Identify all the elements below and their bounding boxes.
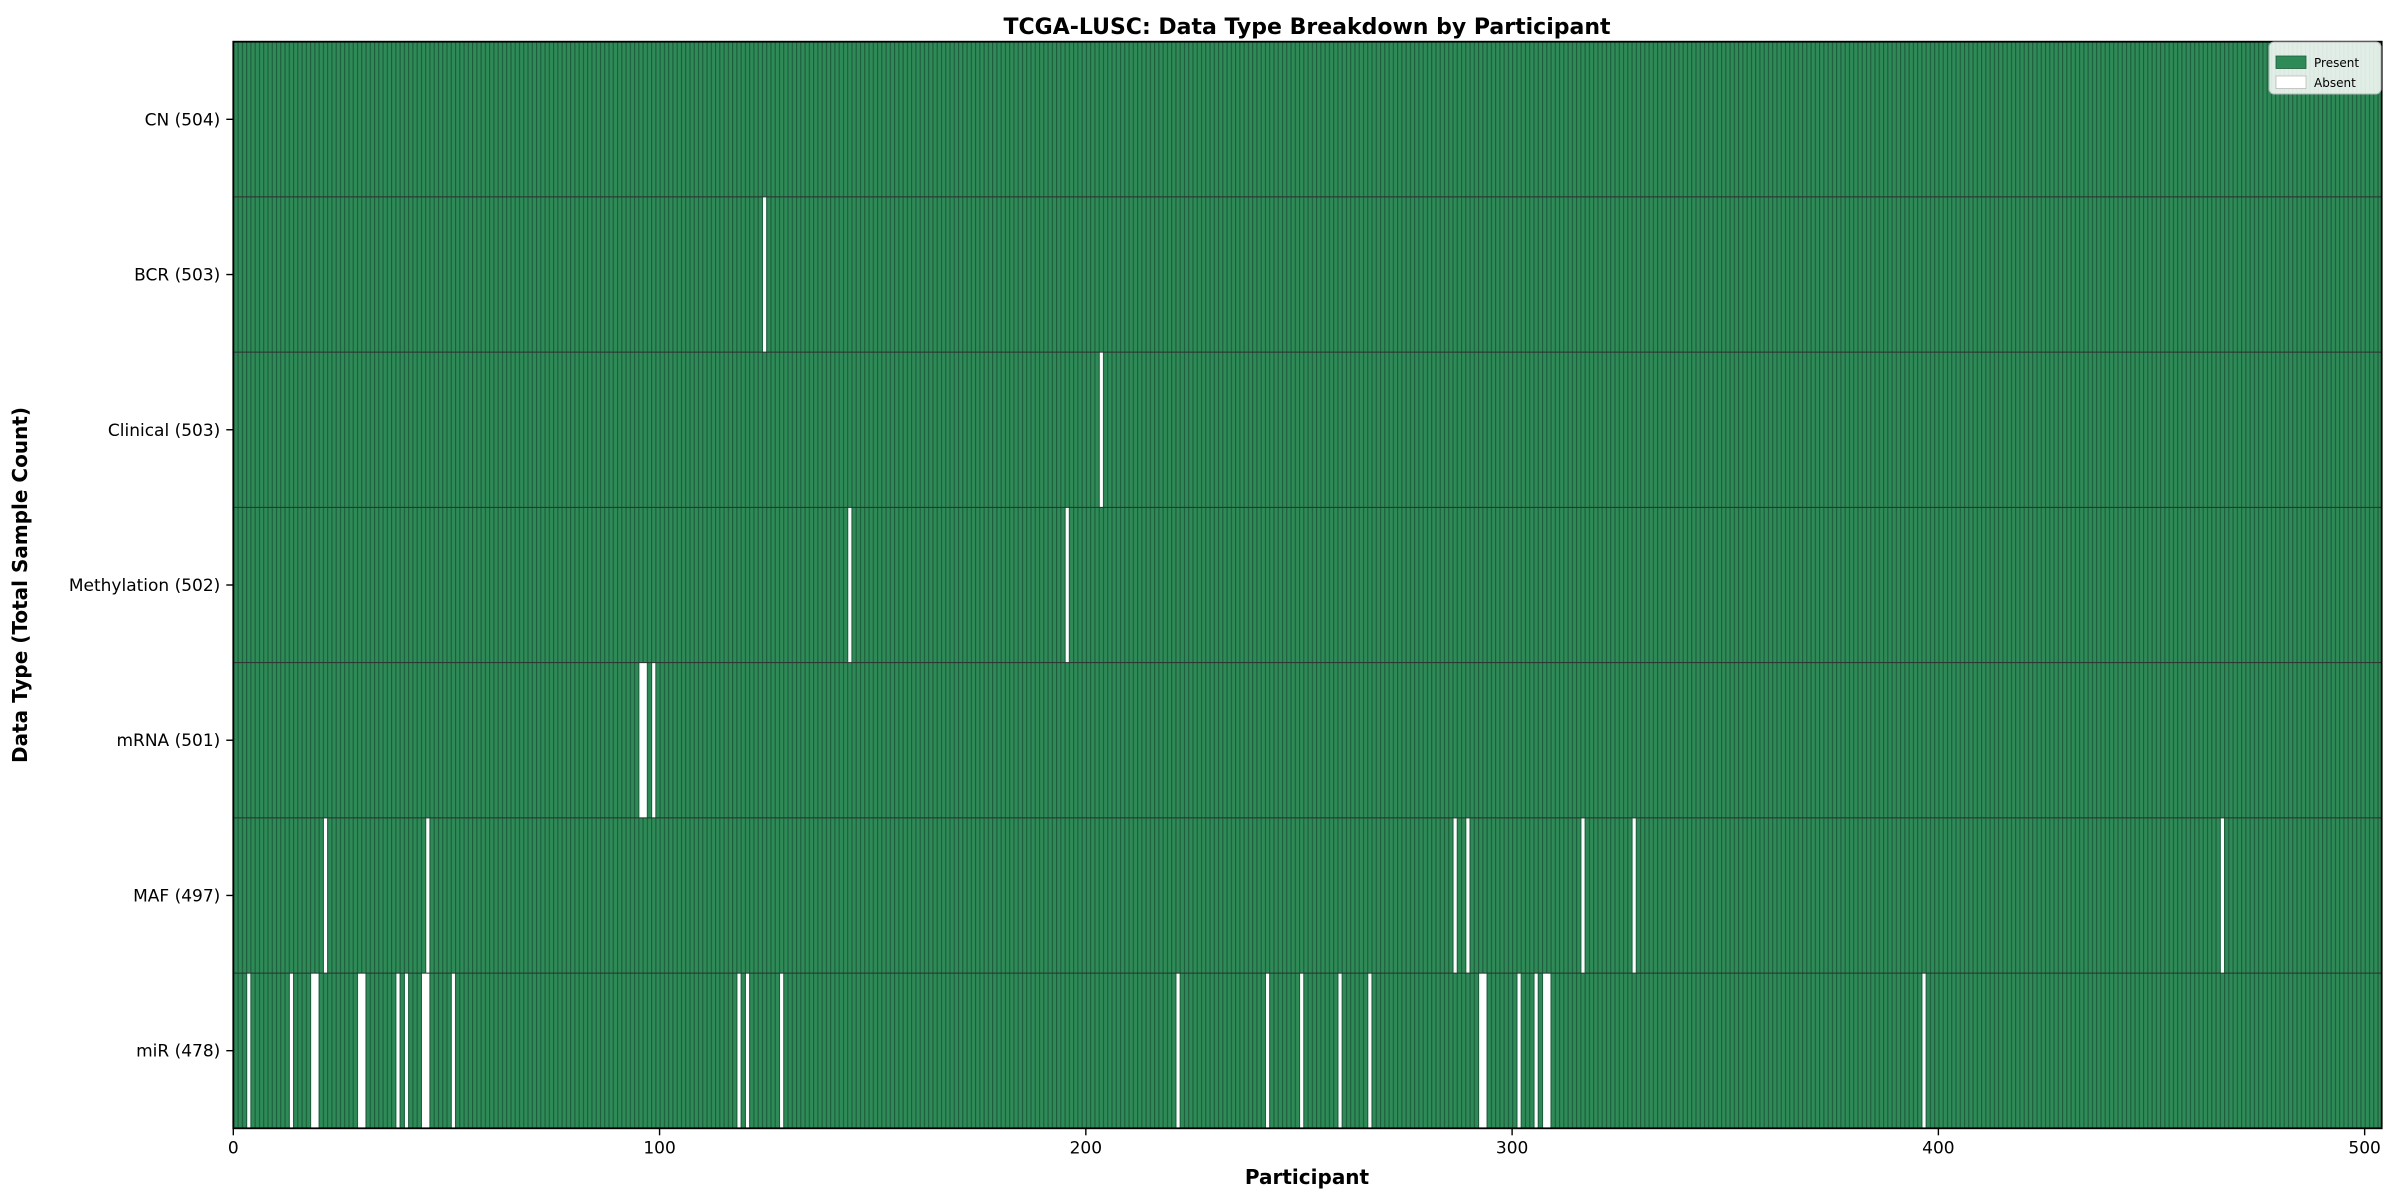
y-tick-label: miR (478) (136, 1042, 220, 1062)
absent-gap-miR (358, 973, 366, 1129)
absent-gap-Methylation (1065, 507, 1069, 663)
legend-label-present: Present (2314, 56, 2359, 70)
absent-gap-miR (289, 973, 293, 1129)
absent-gap-miR (1338, 973, 1342, 1129)
y-tick-label: Clinical (503) (108, 421, 220, 441)
absent-gap-miR (737, 973, 741, 1129)
x-axis-label: Participant (1245, 1165, 1370, 1189)
chart-title: TCGA-LUSC: Data Type Breakdown by Partic… (1003, 15, 1611, 40)
row-mRNA (233, 662, 2382, 818)
y-tick-label: Methylation (502) (69, 576, 220, 596)
absent-gap-miR (1543, 973, 1551, 1129)
legend-label-absent: Absent (2314, 76, 2356, 90)
x-tick-label: 100 (643, 1138, 675, 1158)
x-tick-label: 400 (1922, 1138, 1954, 1158)
absent-gap-miR (1176, 973, 1180, 1129)
plot-area: CN (504) BCR (503) Clinical (503) Methylati… (69, 40, 2383, 1158)
y-tick-label: BCR (503) (134, 266, 220, 286)
y-axis-label: Data Type (Total Sample Count) (8, 407, 32, 763)
x-tick-label: 300 (1496, 1138, 1528, 1158)
x-tick-label: 0 (228, 1138, 239, 1158)
y-tick-label: CN (504) (145, 110, 221, 130)
absent-gap-miR (404, 973, 409, 1129)
absent-gap-miR (247, 973, 251, 1129)
y-tick-label: MAF (497) (133, 886, 220, 906)
absent-gap-miR (1266, 973, 1270, 1129)
legend-swatch-present (2275, 55, 2307, 69)
row-CN (233, 41, 2382, 197)
absent-gap-miR (1534, 973, 1538, 1129)
row-BCR (233, 196, 2382, 353)
absent-gap-MAF (1466, 817, 1470, 974)
absent-gap-MAF (426, 817, 430, 974)
absent-gap-MAF (1453, 817, 1457, 974)
absent-gap-miR (311, 973, 319, 1129)
axes-spines (232, 40, 2383, 1130)
absent-gap-Methylation (848, 507, 852, 663)
absent-gap-mRNA (652, 662, 656, 818)
row-MAF (233, 817, 2382, 974)
absent-gap-miR (1517, 973, 1521, 1129)
absent-gap-BCR (763, 196, 767, 353)
absent-gap-miR (396, 973, 400, 1129)
absent-gap-miR (451, 973, 455, 1129)
absent-gap-miR (1922, 973, 1926, 1129)
absent-gap-miR (1300, 973, 1304, 1129)
absent-gap-MAF (2220, 817, 2224, 974)
legend-swatch-absent (2275, 75, 2307, 89)
y-tick-label: mRNA (501) (116, 731, 220, 751)
absent-gap-miR (1479, 973, 1487, 1129)
legend: Present Absent (2268, 41, 2382, 95)
row-Methylation (233, 507, 2382, 663)
absent-gap-miR (780, 973, 784, 1129)
absent-gap-MAF (323, 817, 328, 974)
x-tick-label: 500 (2348, 1138, 2380, 1158)
absent-gap-miR (1368, 973, 1372, 1129)
absent-gap-miR (745, 973, 750, 1129)
row-Clinical (233, 352, 2382, 508)
absent-gap-Clinical (1099, 352, 1103, 508)
absent-gap-MAF (1632, 817, 1636, 974)
absent-gap-miR (422, 973, 430, 1129)
row-miR (233, 973, 2382, 1129)
absent-gap-MAF (1581, 817, 1585, 974)
absent-gap-mRNA (639, 662, 647, 818)
x-tick-label: 200 (1070, 1138, 1102, 1158)
